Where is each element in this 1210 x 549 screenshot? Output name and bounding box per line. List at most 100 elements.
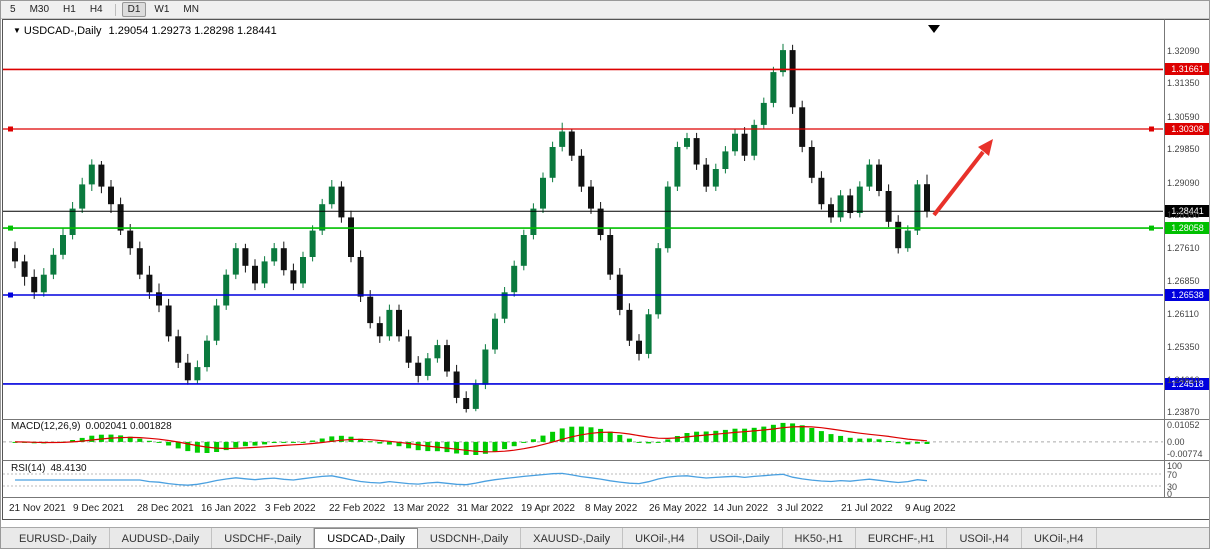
chart-tab-ukoil-h4[interactable]: UKOil-,H4 [1022,528,1097,548]
bull-candle [328,186,335,205]
bear-candle [626,309,633,341]
macd-histogram-bar [770,424,776,442]
bear-candle [636,340,642,354]
line-handle[interactable] [1149,225,1154,231]
bear-candle [290,270,297,284]
macd-histogram-bar [290,441,296,443]
macd-histogram-bar [521,441,527,443]
timeframe-button-5[interactable]: 5 [10,4,16,15]
macd-histogram-bar [780,422,786,442]
chart-window[interactable]: 1.31661 1.30308 1.28441 1.28058 1.26538 1.245… [1,19,1210,527]
macd-histogram-bar [214,441,220,452]
macd-histogram-bar [473,441,479,455]
bull-candle [309,230,316,257]
bull-candle [780,50,786,73]
macd-histogram-bar [511,441,517,447]
chart-tab-hk50-h1[interactable]: HK50-,H1 [783,528,856,548]
bear-candle [876,164,882,191]
bear-candle [108,186,114,205]
chart-tab-usdcad-daily[interactable]: USDCAD-,Daily [314,528,418,548]
macd-histogram-bar [588,427,594,442]
chart-tab-usoil-daily[interactable]: USOil-,Daily [698,528,783,548]
line-handle[interactable] [8,126,13,132]
timeframe-button-h1[interactable]: H1 [63,4,76,15]
macd-signal-line [14,425,928,453]
timeframe-button-h4[interactable]: H4 [89,4,103,15]
chart-tab-ukoil-h4[interactable]: UKOil-,H4 [623,528,698,548]
chart-tab-usdchf-daily[interactable]: USDCHF-,Daily [212,528,315,548]
timeframe-button-w1[interactable]: W1 [154,4,170,15]
bear-candle [885,191,892,222]
bear-candle [156,292,162,306]
macd-histogram-bar [463,441,469,455]
bull-candle [904,230,911,249]
macd-histogram-bar [924,441,930,444]
macd-histogram-bar [914,441,920,444]
trend-arrow-head-icon[interactable] [978,139,993,156]
bull-candle [232,248,239,275]
macd-histogram-bar [847,437,853,442]
bull-candle [837,195,844,218]
macd-histogram-bar [674,436,680,442]
bear-candle [348,217,354,257]
bull-candle [684,138,690,147]
timeframe-button-mn[interactable]: MN [183,4,199,15]
macd-histogram-bar [761,426,767,442]
bear-candle [98,164,105,187]
chart-tab-usdcnh-daily[interactable]: USDCNH-,Daily [418,528,522,548]
macd-histogram-bar [636,441,642,443]
chart-tab-xauusd-daily[interactable]: XAUUSD-,Daily [521,528,624,548]
macd-histogram-bar [550,431,556,442]
trend-arrow-shaft[interactable] [932,150,985,217]
chart-canvas[interactable] [1,19,1210,527]
bear-candle [357,257,364,297]
macd-histogram-bar [233,441,239,448]
bull-candle [482,349,489,385]
bull-candle [914,184,921,231]
macd-histogram-bar [338,435,344,442]
timeframe-button-m30[interactable]: M30 [29,4,50,15]
macd-histogram-bar [790,423,796,442]
macd-histogram-bar [732,428,738,442]
chart-tabs: EURUSD-,Daily AUDUSD-,Daily USDCHF-,Daily U… [1,527,1209,548]
bear-candle [242,248,249,266]
line-handle[interactable] [1149,126,1154,132]
bull-candle [50,254,57,275]
macd-histogram-bar [617,434,623,442]
macd-histogram-bar [175,441,181,449]
bear-candle [463,398,470,409]
bull-candle [645,314,652,354]
chart-tab-audusd-daily[interactable]: AUDUSD-,Daily [110,528,213,548]
macd-histogram-bar [502,441,508,450]
macd-histogram-bar [319,438,325,442]
macd-histogram-bar [146,440,152,442]
bear-candle [607,235,614,275]
chart-tab-eurchf-h1[interactable]: EURCHF-,H1 [856,528,948,548]
macd-histogram-bar [262,441,268,445]
chart-shift-marker-icon[interactable] [928,25,940,33]
chart-tab-eurusd-daily[interactable]: EURUSD-,Daily [7,528,110,548]
bull-candle [520,235,527,266]
bull-candle [732,133,738,152]
macd-histogram-bar [223,441,229,451]
timeframe-button-d1[interactable]: D1 [121,2,147,17]
bull-candle [540,177,546,209]
bear-candle [895,221,902,249]
bull-candle [300,257,306,284]
bear-candle [136,248,143,275]
macd-histogram-bar [444,441,450,453]
bear-candle [12,248,18,262]
macd-histogram-bar [607,431,613,442]
bear-candle [597,208,604,235]
macd-histogram-bar [876,439,882,442]
line-handle[interactable] [8,225,13,231]
chart-tab-usoil-h4[interactable]: USOil-,H4 [947,528,1022,548]
bull-candle [60,235,66,255]
bear-candle [453,371,460,398]
bull-candle [492,318,498,350]
macd-histogram-bar [492,441,498,452]
macd-histogram-bar [866,438,872,442]
macd-histogram-bar [540,435,546,442]
line-handle[interactable] [8,292,13,298]
